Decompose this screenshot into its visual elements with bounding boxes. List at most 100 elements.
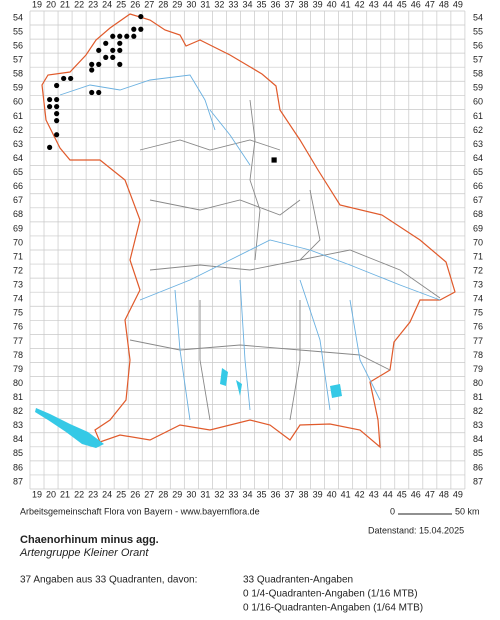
column-label: 27 [144,489,154,499]
record-dot [124,33,130,39]
row-label: 87 [13,476,23,486]
lake [220,368,342,398]
row-label: 85 [13,448,23,458]
record-dot [61,75,67,82]
row-label: 83 [473,420,483,430]
column-label: 26 [130,0,140,9]
row-label: 72 [13,265,23,275]
row-label: 58 [473,69,483,79]
record-dot [138,26,144,32]
row-label: 79 [473,364,483,374]
district-borders [129,99,441,421]
column-label: 39 [313,489,323,499]
row-label: 62 [473,125,483,135]
row-label: 87 [473,476,483,486]
row-label: 69 [13,223,23,233]
record-dot [131,26,137,32]
column-label: 31 [200,0,210,9]
row-label: 77 [473,336,483,346]
row-label: 84 [473,434,483,444]
record-dot [117,61,123,67]
row-label: 72 [473,265,483,275]
record-dot [110,54,116,60]
column-label: 21 [60,0,70,9]
column-label: 24 [102,489,112,499]
column-label: 22 [74,489,84,499]
column-label: 49 [453,489,463,499]
column-label: 40 [327,489,337,499]
record-dot [54,96,60,103]
column-label: 25 [116,0,126,9]
record-dot [54,118,60,124]
rivers [59,74,441,421]
record-dot [54,111,60,117]
column-label: 41 [341,489,351,499]
row-label: 76 [13,322,23,332]
row-label: 78 [13,350,23,360]
row-label: 71 [473,251,483,261]
scale-start: 0 [390,506,395,516]
column-label: 38 [299,0,309,9]
row-label: 65 [13,167,23,177]
column-label: 42 [355,489,365,499]
column-label: 46 [411,489,421,499]
summary: 37 Angaben aus 33 Quadranten, davon: [20,575,197,586]
column-label: 33 [228,0,238,9]
row-label: 60 [473,97,483,107]
column-label: 42 [355,0,365,9]
row-label: 55 [473,26,483,36]
column-label: 33 [228,489,238,499]
column-label: 31 [200,489,210,499]
row-label: 71 [13,251,23,261]
record-dot [68,75,74,82]
record-dot [117,33,123,39]
row-label: 74 [473,294,483,304]
record-dot [47,96,53,103]
column-label: 44 [383,489,393,499]
column-label: 40 [327,0,337,9]
count: 0 1/16-Quadranten-Angaben (1/64 MTB) [243,603,423,614]
row-label: 66 [473,181,483,191]
column-label: 38 [299,489,309,499]
row-label: 74 [13,294,23,304]
record-dot [110,47,116,53]
row-label: 75 [13,308,23,318]
record-dot [117,47,123,53]
row-label: 80 [13,378,23,388]
column-label: 29 [172,489,182,499]
row-label: 78 [473,350,483,360]
column-label: 32 [214,489,224,499]
row-label: 73 [473,280,483,290]
row-label: 57 [13,55,23,65]
column-label: 25 [116,489,126,499]
record-dot [117,40,123,46]
record-dot [103,54,109,60]
row-label: 77 [13,336,23,346]
column-label: 28 [158,0,168,9]
row-label: 70 [13,237,23,247]
row-label: 65 [473,167,483,177]
row-label: 67 [13,195,23,205]
column-label: 32 [214,0,224,9]
row-label: 58 [13,69,23,79]
record-square [271,157,277,163]
species-name: Chaenorhinum minus agg. [20,534,159,546]
column-label: 36 [271,0,281,9]
column-label: 47 [425,489,435,499]
row-label: 64 [13,153,23,163]
column-label: 44 [383,0,393,9]
record-dot [89,67,95,73]
record-dot [96,47,102,53]
row-label: 81 [473,392,483,402]
row-label: 86 [473,462,483,472]
row-label: 70 [473,237,483,247]
column-label: 28 [158,489,168,499]
lake [35,408,104,448]
record-dot [89,89,95,96]
column-label: 30 [186,0,196,9]
row-label: 83 [13,420,23,430]
column-label: 29 [172,0,182,9]
row-label: 62 [13,125,23,135]
column-label: 34 [242,0,252,9]
column-label: 48 [439,489,449,499]
